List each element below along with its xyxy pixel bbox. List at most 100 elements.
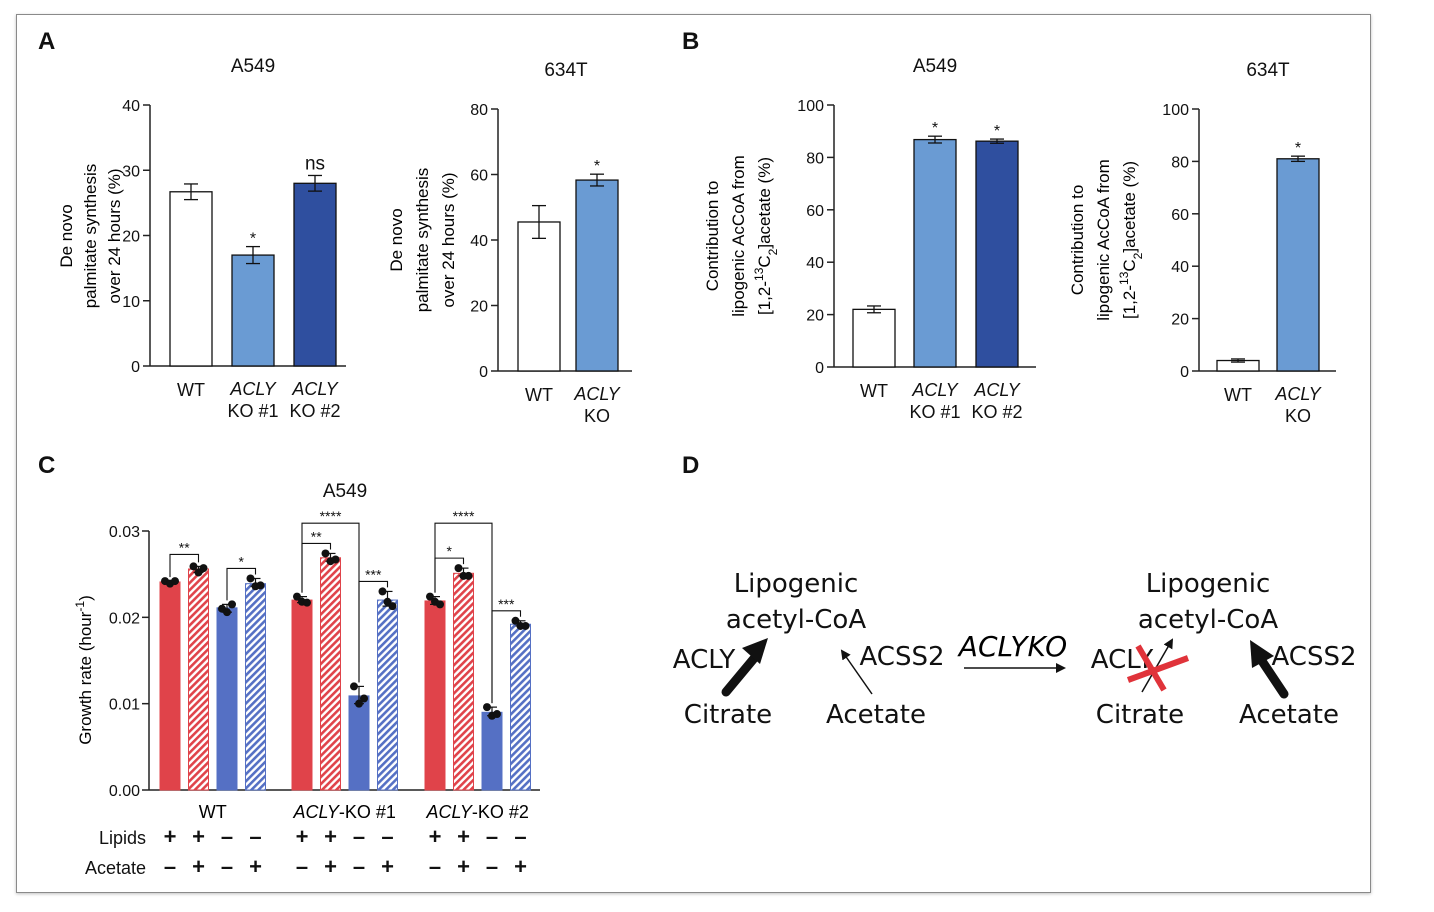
data-point bbox=[378, 587, 387, 596]
y-tick-label: 100 bbox=[1162, 102, 1189, 119]
data-point bbox=[293, 592, 301, 601]
data-point bbox=[483, 703, 491, 712]
bar bbox=[245, 583, 266, 791]
x-tick-label: WT bbox=[860, 381, 888, 401]
y-tick-label: 0.03 bbox=[109, 524, 140, 541]
y-tick-label: 0.00 bbox=[109, 783, 140, 800]
condition-symbol: – bbox=[429, 854, 441, 879]
y-axis-label: De novo bbox=[387, 208, 406, 271]
x-tick-label: KO #1 bbox=[227, 401, 278, 421]
y-axis-label: palmitate synthesis bbox=[81, 164, 100, 309]
label-part: ) bbox=[76, 595, 95, 601]
y-axis-label: Contribution to bbox=[703, 181, 722, 292]
condition-row-label: Lipids bbox=[99, 828, 146, 848]
condition-symbol: – bbox=[353, 824, 365, 849]
x-tick-label: ACLY bbox=[229, 379, 277, 399]
y-axis-label: [1,2-13C2]acetate (%) bbox=[752, 157, 780, 315]
bar bbox=[913, 138, 957, 368]
y-axis-label: over 24 hours (%) bbox=[439, 172, 458, 307]
knockout-cross bbox=[1135, 644, 1167, 692]
data-point bbox=[199, 564, 208, 573]
condition-symbol: + bbox=[249, 854, 262, 879]
significance-label: * bbox=[932, 120, 938, 137]
group-label-text: WT bbox=[199, 802, 227, 822]
flux-arrow-thick bbox=[1257, 656, 1289, 699]
bar bbox=[453, 572, 474, 791]
x-tick-label: WT bbox=[1224, 385, 1252, 405]
data-point bbox=[331, 555, 340, 564]
condition-symbol: – bbox=[221, 824, 233, 849]
y-axis-label: over 24 hours (%) bbox=[105, 168, 124, 303]
data-point bbox=[454, 564, 463, 573]
condition-symbol: – bbox=[221, 854, 233, 879]
x-tick-label: WT bbox=[177, 380, 205, 400]
x-tick-label: ACLY bbox=[973, 380, 1021, 400]
significance-label: *** bbox=[498, 596, 515, 612]
bar bbox=[424, 600, 446, 791]
flux-arrow-thin bbox=[1141, 638, 1173, 693]
x-tick-label: WT bbox=[525, 385, 553, 405]
condition-symbol: – bbox=[486, 824, 498, 849]
y-tick-label: 60 bbox=[806, 203, 824, 220]
y-tick-label: 40 bbox=[122, 98, 140, 115]
panel-label-a: A bbox=[38, 28, 55, 55]
y-tick-label: 0 bbox=[1180, 364, 1189, 381]
data-point bbox=[350, 682, 358, 691]
y-tick-label: 0 bbox=[131, 359, 140, 376]
y-tick-label: 20 bbox=[1171, 312, 1189, 329]
condition-symbol: + bbox=[324, 824, 337, 849]
label-part: [1,2- bbox=[755, 281, 774, 315]
label-part: C bbox=[1120, 259, 1139, 271]
data-point bbox=[256, 581, 265, 590]
y-tick-label: 80 bbox=[470, 102, 488, 119]
product-label: acetyl-CoA bbox=[1138, 605, 1278, 635]
x-tick-label: ACLY bbox=[291, 379, 339, 399]
chart-title: 634T bbox=[544, 60, 588, 81]
significance-label: *** bbox=[365, 566, 382, 582]
condition-symbol: + bbox=[429, 824, 442, 849]
data-point bbox=[355, 699, 363, 708]
data-point bbox=[171, 577, 179, 586]
significance-label: * bbox=[447, 543, 453, 559]
y-tick-label: 0.01 bbox=[109, 697, 140, 714]
x-tick-label: KO #2 bbox=[971, 402, 1022, 422]
y-tick-label: 0 bbox=[815, 360, 824, 377]
y-axis-label: lipogenic AcCoA from bbox=[729, 155, 748, 317]
significance-label: * bbox=[250, 231, 256, 248]
condition-symbol: + bbox=[296, 824, 309, 849]
product-label: Lipogenic bbox=[1146, 569, 1271, 599]
label-part: C bbox=[755, 255, 774, 267]
bar bbox=[481, 711, 503, 791]
y-tick-label: 40 bbox=[470, 233, 488, 250]
substrate-label: Acetate bbox=[1239, 700, 1339, 730]
panel-label-b: B bbox=[682, 28, 699, 55]
significance-label: * bbox=[594, 158, 600, 175]
y-tick-label: 60 bbox=[1171, 207, 1189, 224]
significance-label: **** bbox=[320, 508, 342, 524]
significance-label: ns bbox=[305, 153, 325, 174]
data-point bbox=[360, 694, 368, 703]
condition-symbol: + bbox=[164, 824, 177, 849]
y-axis-label: [1,2-13C2]acetate (%) bbox=[1117, 161, 1145, 319]
y-tick-label: 20 bbox=[470, 299, 488, 316]
x-tick-label: ACLY bbox=[911, 380, 959, 400]
condition-row-label: Acetate bbox=[85, 858, 146, 878]
label-part: [1,2- bbox=[1120, 285, 1139, 319]
flux-arrow-thick bbox=[721, 651, 761, 697]
chart-title: A549 bbox=[913, 56, 957, 77]
bar bbox=[517, 221, 561, 372]
label-part: Growth rate (hour bbox=[76, 611, 95, 745]
bar bbox=[510, 623, 531, 791]
bar bbox=[320, 557, 341, 791]
y-tick-label: 20 bbox=[806, 308, 824, 325]
condition-symbol: – bbox=[381, 824, 393, 849]
bar bbox=[169, 191, 213, 367]
condition-symbol: + bbox=[192, 854, 205, 879]
x-tick-label: ACLY bbox=[1274, 384, 1322, 404]
x-tick-label: KO #1 bbox=[909, 402, 960, 422]
y-axis-label: lipogenic AcCoA from bbox=[1094, 159, 1113, 321]
y-axis-label: De novo bbox=[57, 204, 76, 267]
flux-arrow-thin bbox=[840, 649, 873, 695]
bar bbox=[348, 695, 370, 791]
